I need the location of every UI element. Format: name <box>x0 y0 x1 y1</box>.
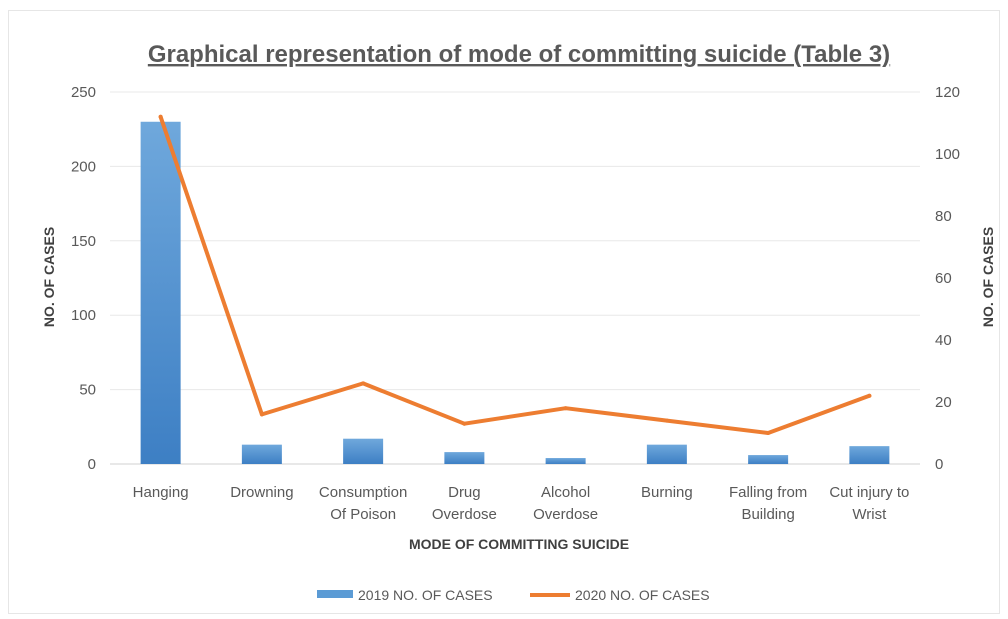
y-tick-label-right: 0 <box>935 456 943 473</box>
x-tick-label: Cut injury to Wrist <box>829 484 909 523</box>
bar-2019 <box>545 458 586 464</box>
x-tick-label: Falling from Building <box>729 484 807 523</box>
x-tick-label: Burning <box>641 484 693 501</box>
y-axis-label-left: NO. OF CASES <box>41 227 57 327</box>
bar-2019 <box>241 444 282 464</box>
point-2020 <box>563 406 568 411</box>
x-tick-label: Consumption Of Poison <box>319 484 407 523</box>
y-tick-label-right: 60 <box>935 270 952 287</box>
x-tick-label: Drowning <box>230 484 293 501</box>
point-2020 <box>462 421 467 426</box>
point-2020 <box>664 418 669 423</box>
legend-label-2020: 2020 NO. OF CASES <box>575 587 710 603</box>
y-tick-label-left: 250 <box>71 84 96 101</box>
bar-2019 <box>444 452 485 464</box>
y-tick-label-right: 100 <box>935 146 960 163</box>
y-tick-label-left: 0 <box>88 456 96 473</box>
y-tick-label-right: 40 <box>935 332 952 349</box>
point-2020 <box>361 381 366 386</box>
x-tick-label: Alcohol Overdose <box>533 484 598 523</box>
legend-swatch-2019 <box>317 590 353 598</box>
chart-title: Graphical representation of mode of comm… <box>148 41 890 68</box>
y-axis-label-right: NO. OF CASES <box>980 227 996 327</box>
bar-2019 <box>646 444 687 464</box>
y-tick-label-left: 50 <box>79 382 96 399</box>
line-2020 <box>158 114 872 435</box>
y-tick-label-right: 120 <box>935 84 960 101</box>
point-2020 <box>867 393 872 398</box>
legend-label-2019: 2019 NO. OF CASES <box>358 587 493 603</box>
y-tick-label-left: 150 <box>71 233 96 250</box>
bar-2019 <box>343 438 384 464</box>
x-tick-label: Drug Overdose <box>432 484 497 523</box>
point-2020 <box>766 431 771 435</box>
point-2020 <box>158 114 163 119</box>
y-tick-label-right: 20 <box>935 394 952 411</box>
bar-2019 <box>849 446 890 464</box>
bar-2019 <box>140 121 181 464</box>
x-tick-label: Hanging <box>133 484 189 501</box>
point-2020 <box>259 412 264 417</box>
bar-2019 <box>748 455 789 464</box>
y-tick-label-left: 100 <box>71 307 96 324</box>
x-axis-label: MODE OF COMMITTING SUICIDE <box>409 536 629 552</box>
y-tick-label-left: 200 <box>71 158 96 175</box>
y-tick-label-right: 80 <box>935 208 952 225</box>
